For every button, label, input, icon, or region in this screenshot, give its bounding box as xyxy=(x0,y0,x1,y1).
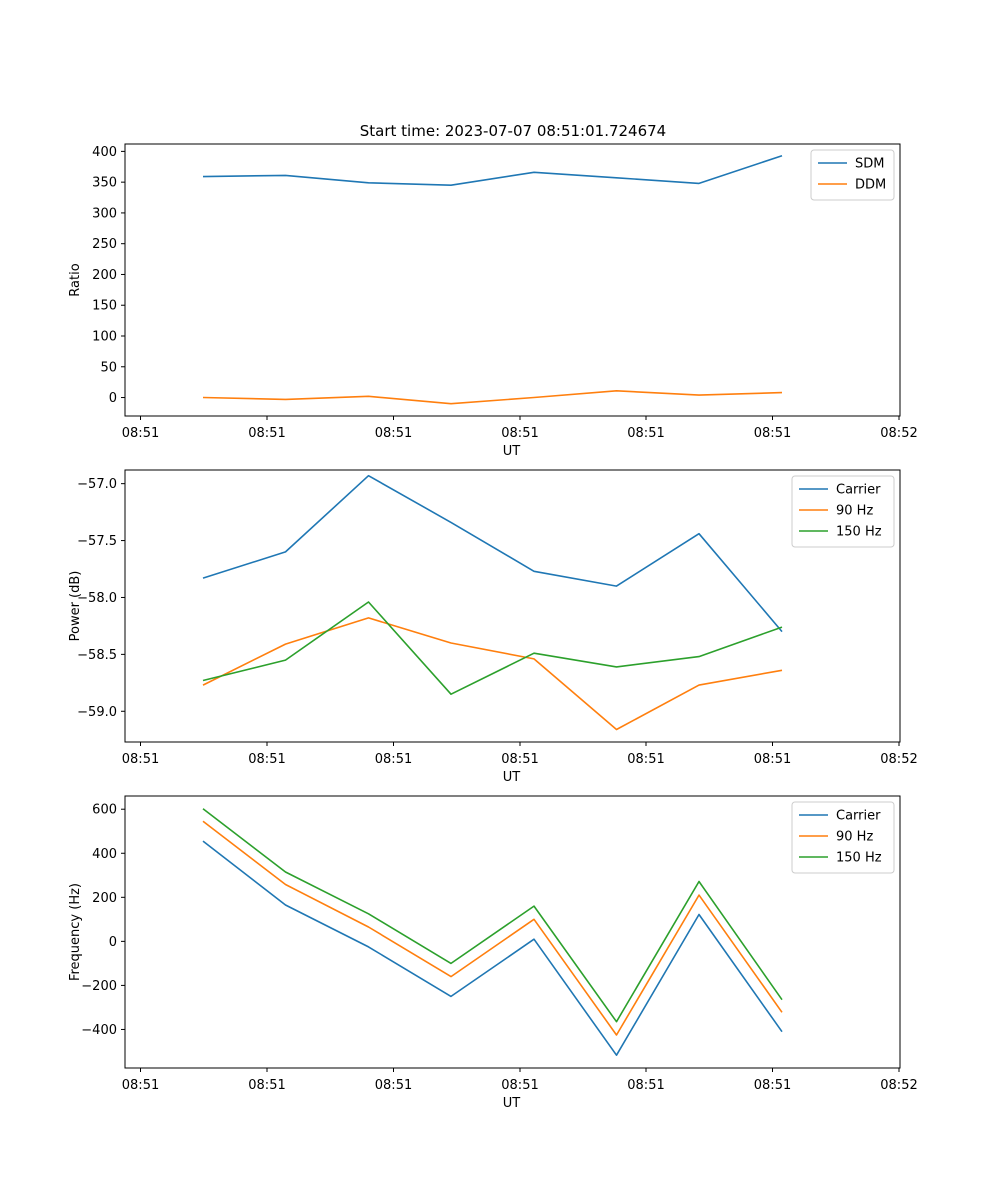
x-tick-label: 08:52 xyxy=(880,426,917,441)
chart-title: Start time: 2023-07-07 08:51:01.724674 xyxy=(360,122,666,140)
subplot-2: 08:51 08:51 08:51 08:51 08:51 08:51 08:52 −59.0… xyxy=(68,469,918,785)
x-tick-label: 08:51 xyxy=(501,752,538,767)
legend-label: 90 Hz xyxy=(836,504,873,519)
y-tick-label: 50 xyxy=(100,360,117,375)
y-tick-label: 100 xyxy=(92,330,117,345)
y-tick-label: 600 xyxy=(92,803,117,818)
x-tick-label: 08:51 xyxy=(375,1078,412,1093)
y-tick-label: 400 xyxy=(92,145,117,160)
series-line-sdm xyxy=(202,154,783,186)
x-axis-label: UT xyxy=(503,444,521,459)
y-tick-label: −59.0 xyxy=(77,705,117,720)
axes-frame xyxy=(124,469,901,743)
y-tick-label: 200 xyxy=(92,891,117,906)
y-tick-label: 350 xyxy=(92,176,117,191)
series-line-150-hz xyxy=(202,808,783,1023)
x-tick-label: 08:52 xyxy=(880,752,917,767)
legend: Carrier 90 Hz 150 Hz xyxy=(791,801,895,874)
x-tick-label: 08:51 xyxy=(122,426,159,441)
x-tick-label: 08:51 xyxy=(122,752,159,767)
axes-frame xyxy=(124,795,901,1069)
y-tick-label: −400 xyxy=(81,1023,117,1038)
y-axis-label: Frequency (Hz) xyxy=(68,883,83,981)
x-tick-label: 08:51 xyxy=(501,1078,538,1093)
series-line-90-hz xyxy=(202,820,783,1036)
legend-label: 90 Hz xyxy=(836,830,873,845)
legend-box xyxy=(791,801,895,874)
legend-label: Carrier xyxy=(836,809,881,824)
series-line-carrier xyxy=(202,840,783,1056)
x-tick-label: 08:51 xyxy=(375,426,412,441)
x-tick-label: 08:51 xyxy=(754,426,791,441)
y-tick-label: −58.5 xyxy=(77,648,117,663)
legend-label: SDM xyxy=(855,157,884,172)
y-axis-label: Power (dB) xyxy=(68,571,83,642)
x-tick-label: 08:52 xyxy=(880,1078,917,1093)
subplot-3: 08:51 08:51 08:51 08:51 08:51 08:51 08:52 −400 −… xyxy=(68,795,918,1111)
legend-label: 150 Hz xyxy=(836,525,882,540)
x-tick-label: 08:51 xyxy=(122,1078,159,1093)
x-tick-label: 08:51 xyxy=(248,426,285,441)
series-line-150-hz xyxy=(202,601,783,696)
y-tick-label: 300 xyxy=(92,206,117,221)
legend-label: 150 Hz xyxy=(836,851,882,866)
y-tick-label: 200 xyxy=(92,268,117,283)
y-tick-label: 150 xyxy=(92,299,117,314)
y-axis-label: Ratio xyxy=(68,263,83,296)
y-tick-label: 250 xyxy=(92,237,117,252)
chart-panels: 08:51 08:51 08:51 08:51 08:51 08:51 08:52 0 50 10… xyxy=(68,143,918,1111)
y-tick-label: 0 xyxy=(109,391,117,406)
y-tick-label: −200 xyxy=(81,979,117,994)
x-axis-label: UT xyxy=(503,1096,521,1111)
x-tick-label: 08:51 xyxy=(627,752,664,767)
legend: SDM DDM xyxy=(810,149,895,201)
x-tick-label: 08:51 xyxy=(627,1078,664,1093)
legend-label: Carrier xyxy=(836,483,881,498)
x-tick-label: 08:51 xyxy=(627,426,664,441)
x-tick-label: 08:51 xyxy=(754,1078,791,1093)
y-tick-label: −57.5 xyxy=(77,534,117,549)
x-axis-label: UT xyxy=(503,770,521,785)
x-tick-label: 08:51 xyxy=(375,752,412,767)
y-tick-label: −58.0 xyxy=(77,591,117,606)
x-tick-label: 08:51 xyxy=(501,426,538,441)
y-tick-label: 400 xyxy=(92,847,117,862)
series-line-90-hz xyxy=(202,617,783,731)
x-tick-label: 08:51 xyxy=(248,1078,285,1093)
y-tick-label: 0 xyxy=(109,935,117,950)
axes-frame xyxy=(124,143,901,417)
series-line-carrier xyxy=(202,474,783,633)
series-line-ddm xyxy=(202,389,783,405)
x-tick-label: 08:51 xyxy=(754,752,791,767)
legend-box xyxy=(791,475,895,548)
legend-label: DDM xyxy=(855,178,886,193)
subplot-1: 08:51 08:51 08:51 08:51 08:51 08:51 08:52 0 50 10… xyxy=(68,143,918,459)
y-tick-label: −57.0 xyxy=(77,477,117,492)
legend: Carrier 90 Hz 150 Hz xyxy=(791,475,895,548)
x-tick-label: 08:51 xyxy=(248,752,285,767)
